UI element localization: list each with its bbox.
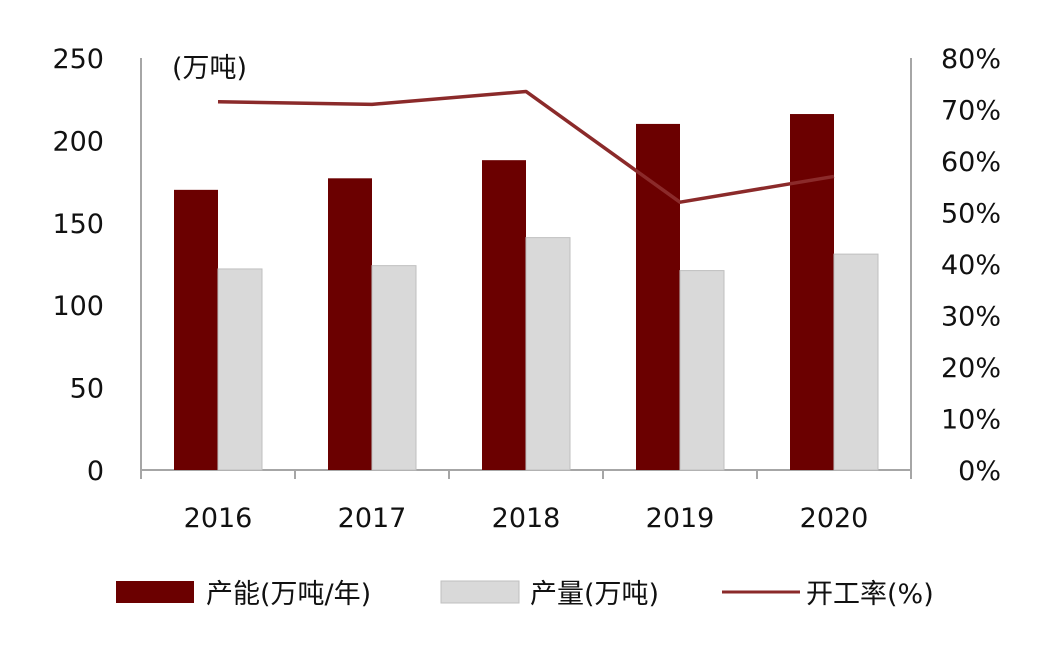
right-axis-tick-labels: 0% 10% 20% 30% 40% 50% 60% 70% 80% <box>941 44 1001 487</box>
left-tick-label: 50 <box>70 374 104 405</box>
bar-capacity-2020 <box>790 114 834 471</box>
bar-capacity-2016 <box>174 189 218 470</box>
legend-item-output: 产量(万吨) <box>440 579 659 610</box>
bar-output-2020 <box>833 253 879 471</box>
legend-label-utilization: 开工率(%) <box>806 579 934 610</box>
left-tick-label: 250 <box>52 44 104 75</box>
x-tick-label: 2018 <box>492 503 561 534</box>
unit-label: (万吨) <box>172 53 247 84</box>
right-tick-label: 30% <box>941 302 1001 333</box>
legend-label-output: 产量(万吨) <box>530 579 659 610</box>
legend: 产能(万吨/年) 产量(万吨) 开工率(%) <box>116 579 934 610</box>
left-tick-label: 150 <box>52 209 104 240</box>
right-tick-label: 40% <box>941 250 1001 281</box>
bar-capacity-2017 <box>328 178 372 470</box>
plot-area: 0 50 100 150 200 250 0% 10% 20% 30% 40% 50% 60% 70% 8… <box>52 44 1001 534</box>
right-tick-label: 10% <box>941 405 1001 436</box>
bar-output-2019 <box>679 270 725 471</box>
left-axis-tick-labels: 0 50 100 150 200 250 <box>52 44 104 487</box>
left-tick-label: 200 <box>52 126 104 157</box>
right-tick-label: 50% <box>941 199 1001 230</box>
legend-swatch-output <box>440 580 520 604</box>
right-tick-label: 20% <box>941 353 1001 384</box>
x-tick-label: 2019 <box>646 503 715 534</box>
legend-label-capacity: 产能(万吨/年) <box>206 579 371 610</box>
x-axis-ticks <box>140 470 912 479</box>
right-tick-label: 60% <box>941 147 1001 178</box>
bar-capacity-2019 <box>636 123 680 471</box>
left-tick-label: 0 <box>87 456 104 487</box>
bar-capacity-2018 <box>482 160 526 470</box>
bars <box>174 114 879 471</box>
right-tick-label: 0% <box>958 456 1001 487</box>
legend-item-utilization: 开工率(%) <box>722 579 934 610</box>
line-series <box>217 89 835 204</box>
x-tick-label: 2016 <box>184 503 253 534</box>
bar-output-2017 <box>371 265 417 471</box>
x-axis-tick-labels: 2016 2017 2018 2019 2020 <box>184 503 869 534</box>
x-tick-label: 2020 <box>800 503 869 534</box>
x-tick-label: 2017 <box>338 503 407 534</box>
bar-output-2018 <box>525 237 571 471</box>
legend-swatch-capacity <box>116 581 194 603</box>
right-tick-label: 80% <box>941 44 1001 75</box>
bar-output-2016 <box>217 268 263 471</box>
right-tick-label: 70% <box>941 96 1001 127</box>
legend-item-capacity: 产能(万吨/年) <box>116 579 371 610</box>
left-tick-label: 100 <box>52 291 104 322</box>
